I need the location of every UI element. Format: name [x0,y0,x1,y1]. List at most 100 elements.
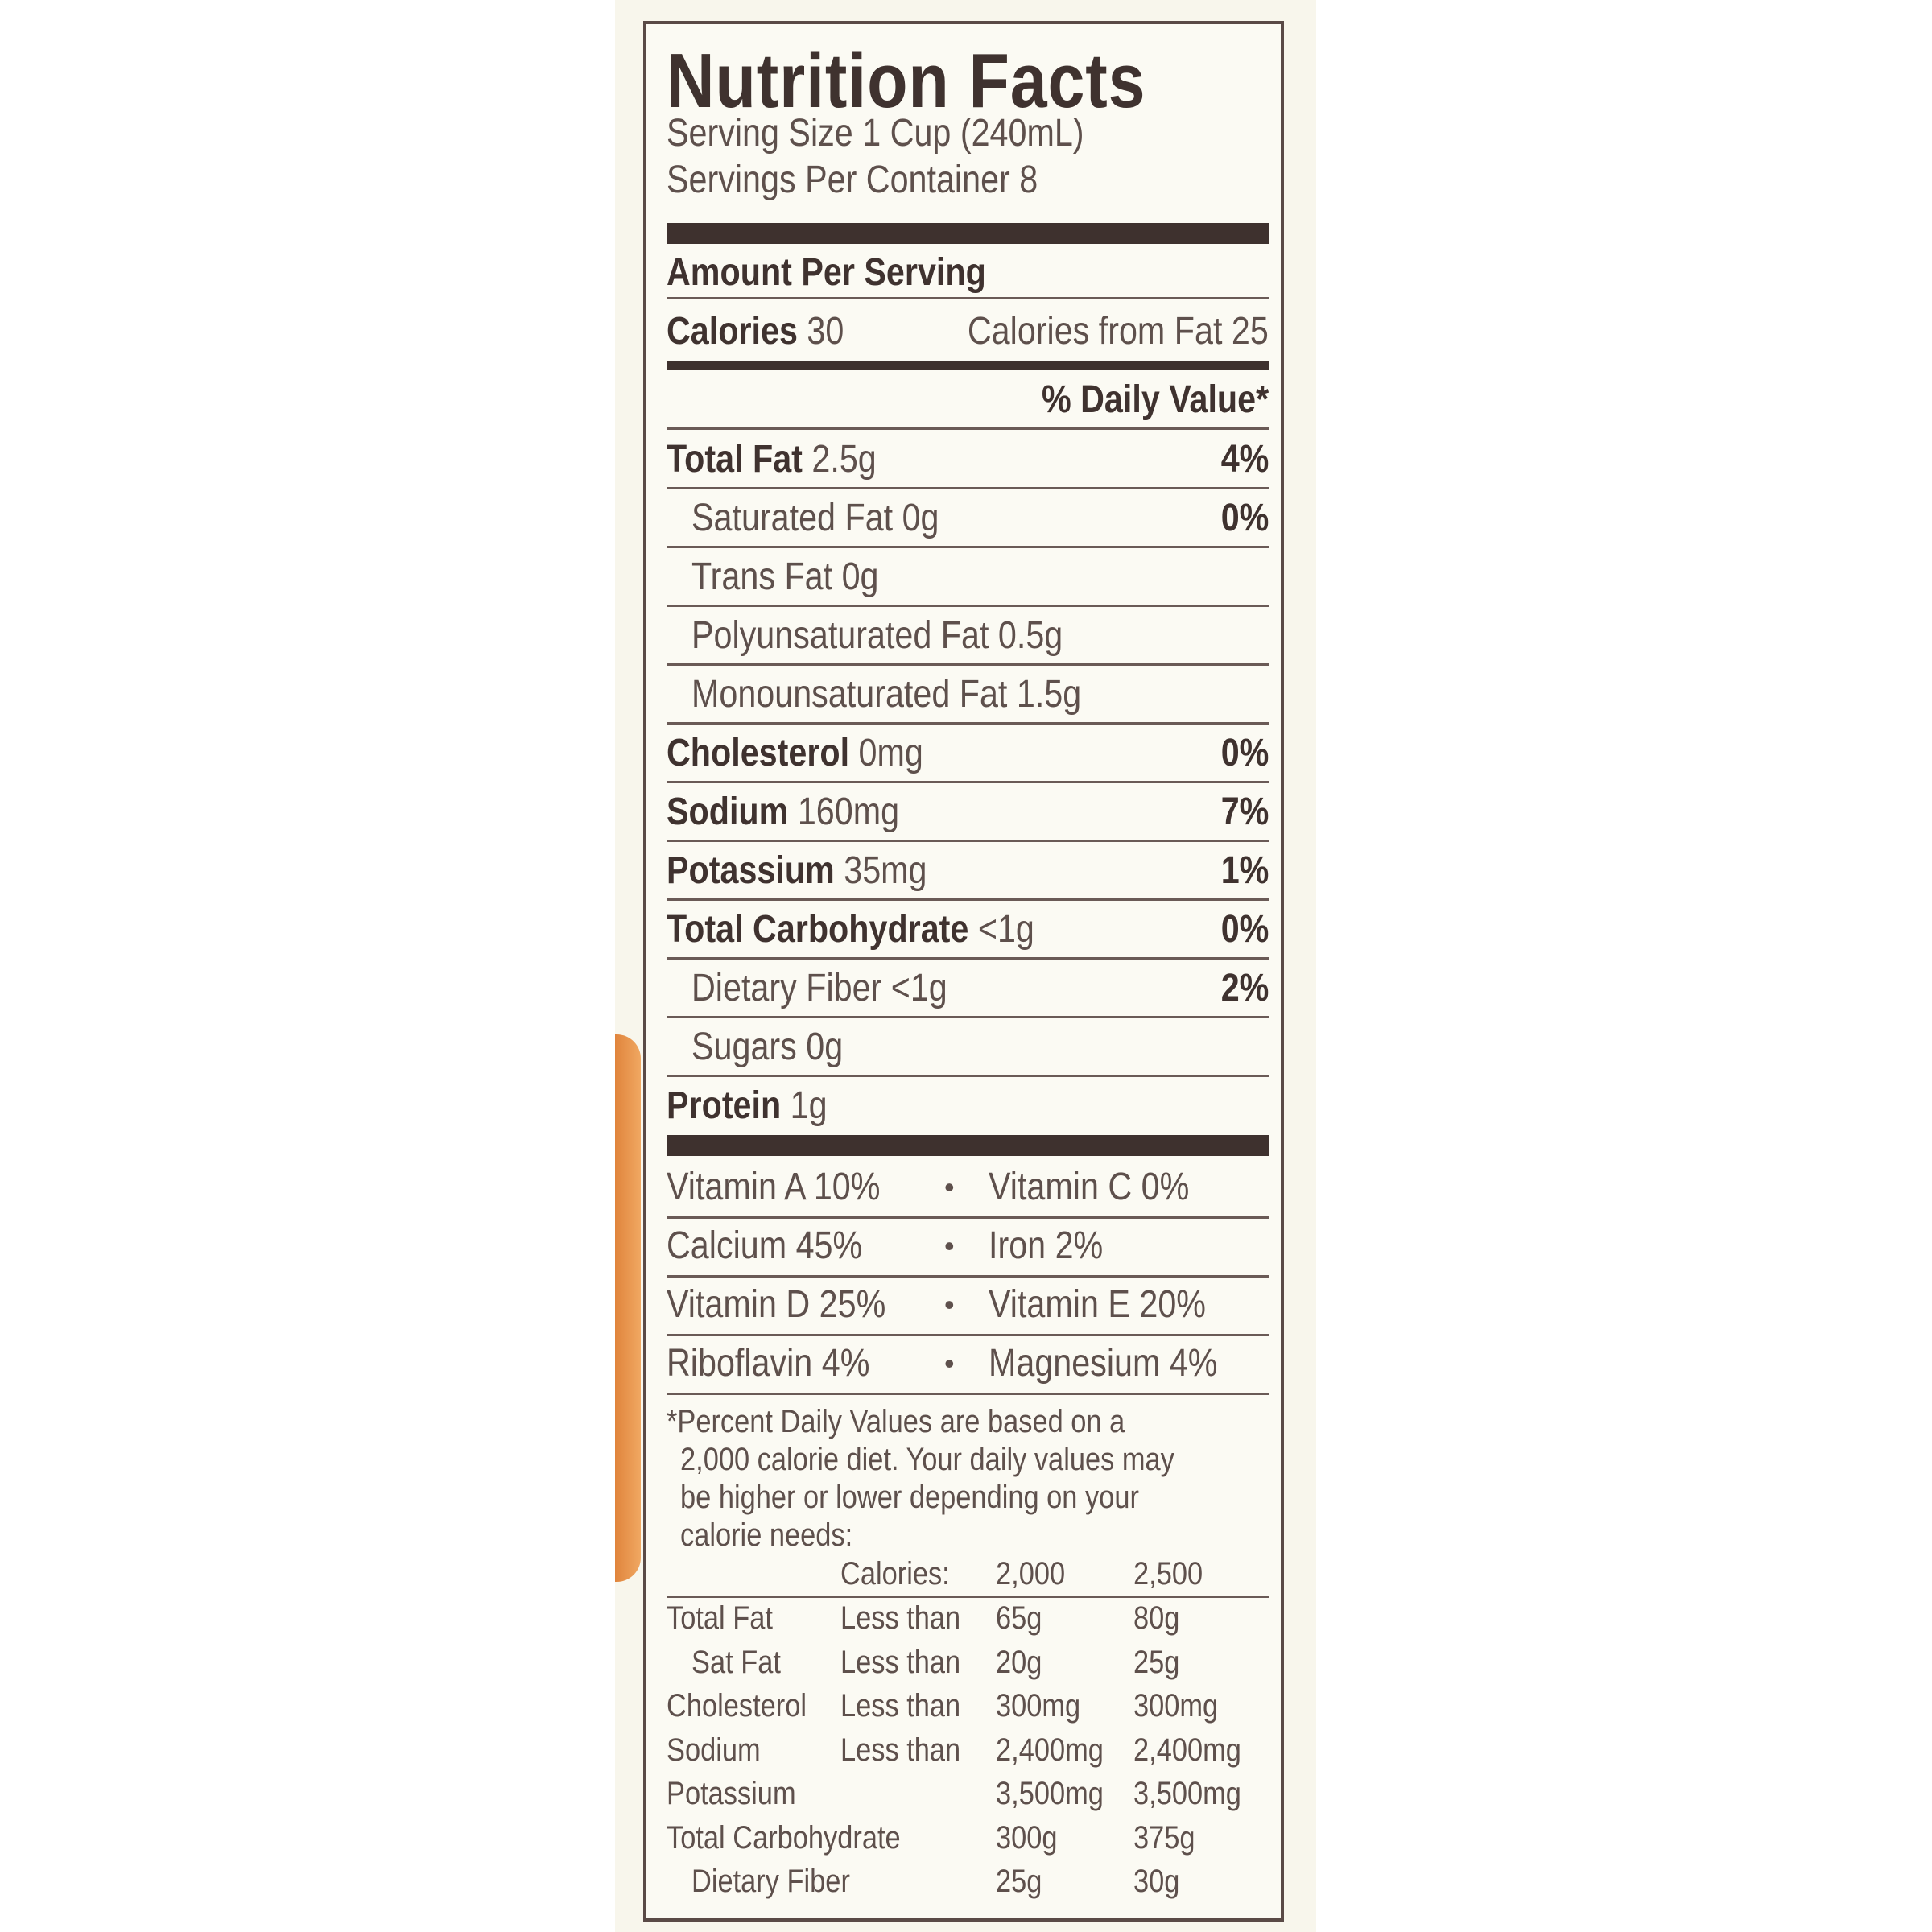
cell-text: 3,500mg [996,1776,1104,1811]
cell-text: Calories: [840,1556,950,1591]
dv-table-row-cell: Sodium [667,1732,776,1769]
dv-table-row-cell: 25g [1133,1645,1187,1681]
vitamin-right: Vitamin E 20% [989,1283,1206,1326]
nutrient-row: Monounsaturated Fat 1.5g [667,665,1269,724]
cell-text: Less than [840,1644,961,1680]
nutrient-name: Sodium [667,791,789,833]
nutrient-name-group: Monounsaturated Fat 1.5g [691,672,1081,716]
vitamin-row: Vitamin D 25% • Vitamin E 20% [667,1275,1269,1334]
bullet-icon: • [944,1346,955,1380]
nutrient-row: Sodium 160mg 7% [667,782,1269,841]
serving-size: Serving Size 1 Cup (240mL) [667,112,1084,155]
dv-table-header-cell: Calories: [840,1556,968,1592]
dv-table-header-cell: 2,500 [1133,1556,1214,1592]
nutrient-amount: 0mg [858,732,923,774]
cell-text: Total Carbohydrate [667,1819,901,1856]
dv-table-row-cell: Dietary Fiber [691,1864,876,1900]
dv-table-row-cell: Sat Fat [691,1645,795,1681]
divider [667,898,1269,901]
dv-table-row-cell: Less than [840,1645,980,1681]
cell-text: Sodium [667,1732,761,1768]
dv-table-row-cell: 300mg [1133,1688,1232,1724]
vitamin-row: Calcium 45% • Iron 2% [667,1216,1269,1275]
divider [667,297,1269,299]
dv-table-row-cell: 80g [1133,1600,1187,1637]
divider [667,1393,1269,1395]
thick-divider [667,1135,1269,1156]
calories-value: 30 [807,310,844,353]
nutrient-row: Sugars 0g [667,1018,1269,1076]
footnote-line: *Percent Daily Values are based on a [667,1404,1199,1440]
nutrient-name-group: Saturated Fat 0g [691,496,939,540]
nutrient-daily-value: 1% [1220,849,1269,892]
nutrient-name-group: Cholesterol 0mg [667,731,923,775]
cell-text: 80g [1133,1600,1180,1636]
nutrient-name: Saturated Fat 0g [691,497,939,539]
nutrient-name: Total Carbohydrate [667,908,969,951]
divider [667,1075,1269,1077]
cell-text: Less than [840,1732,961,1768]
divider [667,1596,1269,1598]
nutrient-row: Total Carbohydrate <1g 0% [667,900,1269,959]
thick-divider [667,223,1269,244]
dv-table-row-cell: Cholesterol [667,1688,829,1724]
dv-table-row-cell: Total Carbohydrate [667,1820,939,1856]
nutrient-name: Polyunsaturated Fat 0.5g [691,614,1063,657]
dv-table-row-cell: Less than [840,1600,980,1637]
vitamin-left: Vitamin D 25% [667,1283,886,1326]
nutrient-name-group: Potassium 35mg [667,848,927,893]
nutrition-facts-label: Nutrition Facts Serving Size 1 Cup (240m… [643,21,1284,1922]
title: Nutrition Facts [667,38,1146,124]
dv-table-row-cell: 300mg [996,1688,1094,1724]
nutrient-amount: 2.5g [811,438,877,481]
divider [667,487,1269,489]
nutrient-name: Total Fat [667,438,803,481]
dv-table-row-cell: 20g [996,1645,1050,1681]
nutrient-name-group: Total Fat 2.5g [667,437,877,481]
nutrient-name-group: Total Carbohydrate <1g [667,907,1034,952]
cell-text: Less than [840,1600,961,1636]
dv-table-row-cell: Total Fat [667,1600,790,1637]
nutrient-row: Cholesterol 0mg 0% [667,724,1269,782]
nutrient-name: Cholesterol [667,732,850,774]
dv-table-header-cell: 2,000 [996,1556,1076,1592]
cell-text: 2,500 [1133,1556,1203,1591]
nutrient-name: Trans Fat 0g [691,555,879,598]
cell-text: 20g [996,1644,1042,1680]
footnote-line: 2,000 calorie diet. Your daily values ma… [680,1442,1255,1478]
calories-row: Calories 30 Calories from Fat 25 [667,302,1269,361]
nutrient-row: Saturated Fat 0g 0% [667,489,1269,547]
bullet-icon: • [944,1170,955,1203]
nutrient-row: Trans Fat 0g [667,547,1269,606]
servings-per-container: Servings Per Container 8 [667,159,1038,201]
divider [667,781,1269,783]
dv-table-row-cell: 3,500mg [1133,1776,1259,1812]
dv-table-row-cell: 65g [996,1600,1050,1637]
nutrient-daily-value: 2% [1220,967,1269,1009]
divider [667,427,1269,430]
nutrient-name-group: Protein 1g [667,1084,828,1128]
cell-text: Dietary Fiber [691,1864,850,1899]
nutrient-row: Potassium 35mg 1% [667,841,1269,900]
footnote-line: calorie needs: [680,1517,881,1554]
divider [667,957,1269,960]
nutrient-name: Protein [667,1084,782,1127]
divider [667,605,1269,607]
cell-text: 300mg [1133,1688,1219,1724]
divider [667,663,1269,666]
dv-table-row-cell: Less than [840,1732,980,1769]
nutrient-name: Monounsaturated Fat 1.5g [691,673,1082,716]
dv-table-row-cell: 300g [996,1820,1067,1856]
cell-text: Cholesterol [667,1688,807,1724]
divider [667,1334,1269,1336]
vitamin-right: Iron 2% [989,1224,1104,1267]
divider [667,840,1269,842]
divider [667,546,1269,548]
nutrient-name-group: Sodium 160mg [667,790,899,834]
amount-per-serving: Amount Per Serving [667,251,986,294]
cell-text: Total Fat [667,1600,773,1636]
footnote-text: *Percent Daily Values are based on a [667,1404,1125,1439]
orange-graphic [615,1034,641,1582]
dv-table-row-cell: Less than [840,1688,980,1724]
cell-text: 3,500mg [1133,1776,1241,1811]
